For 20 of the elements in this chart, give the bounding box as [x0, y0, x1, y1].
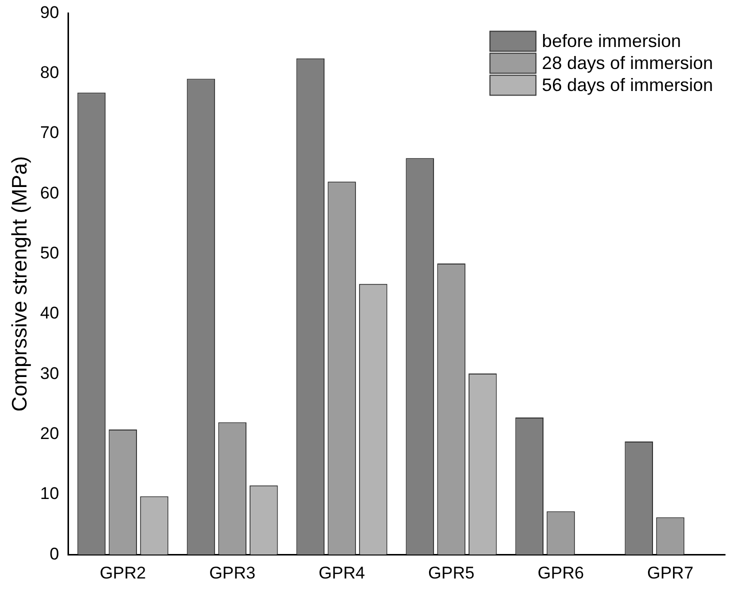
y-tick-label: 90 — [40, 2, 60, 22]
y-tick-label: 70 — [40, 123, 60, 142]
y-tick-label: 20 — [40, 424, 60, 443]
y-tick-label: 30 — [40, 364, 60, 383]
y-tick-label: 80 — [40, 63, 60, 82]
x-tick-label: GPR2 — [100, 563, 146, 582]
legend-label: 56 days of immersion — [542, 75, 714, 96]
y-tick-label: 50 — [40, 244, 60, 263]
legend-label: 28 days of immersion — [542, 53, 714, 74]
legend-label: before immersion — [542, 31, 681, 52]
y-tick-label: 60 — [40, 183, 60, 202]
x-tick-label: GPR7 — [647, 563, 694, 582]
x-tick-label: GPR3 — [209, 563, 256, 582]
x-tick-label: GPR4 — [318, 563, 365, 582]
y-tick-label: 10 — [40, 484, 60, 504]
y-axis-title: Comprssive strenght (MPa) — [8, 156, 32, 412]
y-tick-label: 0 — [50, 544, 60, 564]
x-tick-label: GPR6 — [538, 563, 584, 582]
y-tick-label: 40 — [40, 304, 60, 323]
x-tick-label: GPR5 — [428, 563, 474, 582]
